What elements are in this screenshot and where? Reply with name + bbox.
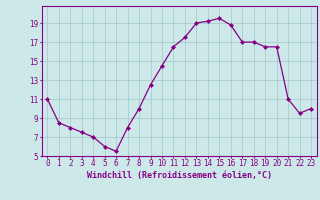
X-axis label: Windchill (Refroidissement éolien,°C): Windchill (Refroidissement éolien,°C) (87, 171, 272, 180)
